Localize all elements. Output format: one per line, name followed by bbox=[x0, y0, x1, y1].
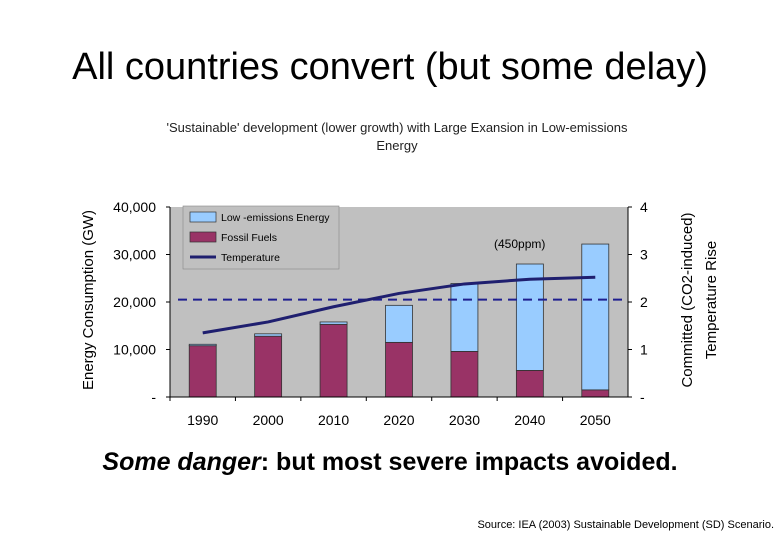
threshold-label: (450ppm) bbox=[494, 237, 545, 251]
temperature-line bbox=[202, 275, 596, 335]
bar-low-emissions bbox=[581, 243, 610, 391]
legend-label: Temperature bbox=[221, 252, 280, 264]
y-right-tick-label: - bbox=[640, 389, 645, 405]
bar-fossil-fuels bbox=[450, 350, 479, 398]
x-tick-label: 2030 bbox=[449, 412, 480, 428]
y-axis-title: Energy Consumption (GW) bbox=[80, 210, 97, 390]
chart-title-line: Energy bbox=[376, 138, 418, 153]
legend-swatch bbox=[189, 211, 217, 223]
bar-fossil-fuels bbox=[515, 369, 544, 398]
source-note: Source: IEA (2003) Sustainable Developme… bbox=[477, 519, 774, 531]
x-tick-label: 2010 bbox=[318, 412, 349, 428]
y-tick-label: 40,000 bbox=[113, 199, 156, 215]
bar-low-emissions bbox=[515, 263, 544, 371]
bar-fossil-fuels bbox=[254, 335, 283, 398]
bar-low-emissions bbox=[319, 321, 348, 325]
bar-fossil-fuels bbox=[581, 389, 610, 398]
chart-title-line: 'Sustainable' development (lower growth)… bbox=[167, 120, 628, 135]
slide-tagline: Some danger: but most severe impacts avo… bbox=[0, 448, 780, 477]
y-tick-label: 20,000 bbox=[113, 294, 156, 310]
legend-label: Fossil Fuels bbox=[221, 232, 277, 244]
y-tick-label: 30,000 bbox=[113, 247, 156, 263]
bar-low-emissions bbox=[385, 304, 413, 343]
y-right-tick-label: 2 bbox=[640, 294, 648, 310]
x-tick-label: 2020 bbox=[383, 412, 414, 428]
y-tick-label: 10,000 bbox=[113, 342, 156, 358]
bar-fossil-fuels bbox=[385, 341, 413, 398]
y-tick-label: - bbox=[151, 389, 156, 405]
x-tick-label: 2000 bbox=[253, 412, 284, 428]
bar-low-emissions bbox=[450, 283, 479, 352]
tagline-emphasis: Some danger bbox=[102, 448, 261, 476]
y-right-tick-label: 1 bbox=[640, 342, 648, 358]
x-tick-label: 2040 bbox=[514, 412, 545, 428]
y-right-tick-label: 3 bbox=[640, 247, 648, 263]
legend-label: Low -emissions Energy bbox=[221, 212, 330, 224]
slide-title: All countries convert (but some delay) bbox=[72, 46, 708, 88]
legend-swatch bbox=[189, 231, 217, 243]
x-tick-label: 1990 bbox=[187, 412, 218, 428]
y-right-tick-label: 4 bbox=[640, 199, 648, 215]
bar-low-emissions bbox=[188, 343, 217, 347]
bar-fossil-fuels bbox=[188, 345, 217, 398]
tagline-rest: : but most severe impacts avoided. bbox=[260, 448, 678, 476]
x-tick-label: 2050 bbox=[580, 412, 611, 428]
bar-low-emissions bbox=[254, 333, 283, 337]
bar-fossil-fuels bbox=[319, 323, 348, 398]
y-right-axis-title-line: Committed (CO2-induced) bbox=[679, 212, 696, 387]
y-right-axis-title-line: Temperature Rise bbox=[703, 241, 720, 359]
